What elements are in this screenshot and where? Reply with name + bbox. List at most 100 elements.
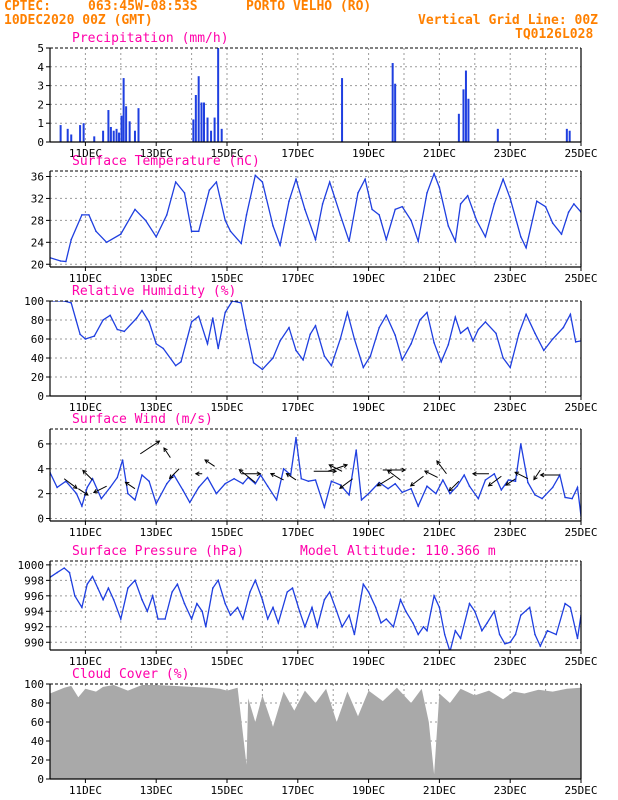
data-point: [316, 626, 319, 628]
x-tick-label: 23DEC: [494, 655, 527, 668]
data-point: [120, 618, 122, 620]
data-point: [463, 474, 466, 476]
data-point: [134, 579, 136, 582]
chart-annotation: Model Altitude: 110.366 m: [300, 544, 496, 559]
x-tick-label: 17DEC: [281, 655, 314, 668]
wind-arrow-head: [82, 469, 87, 475]
data-point: [571, 497, 573, 500]
x-tick-label: 13DEC: [140, 655, 173, 668]
data-point: [56, 571, 58, 574]
data-point: [330, 480, 333, 483]
wind-arrow: [329, 464, 343, 472]
data-point: [433, 595, 435, 597]
data-point: [282, 468, 285, 470]
x-tick-label: 21DEC: [423, 147, 456, 160]
data-point: [109, 486, 111, 489]
data-point: [288, 200, 290, 202]
precip-bar: [217, 48, 220, 142]
data-point: [109, 314, 111, 317]
wind-arrow-head: [163, 447, 168, 453]
x-tick-label: 13DEC: [140, 401, 173, 414]
data-point: [534, 494, 536, 496]
precip-bar: [462, 89, 465, 142]
data-point: [555, 633, 557, 636]
data-point: [459, 637, 462, 640]
data-point: [272, 606, 274, 609]
wind-arrow-head: [376, 482, 382, 487]
data-point: [146, 610, 149, 613]
data-point: [254, 482, 257, 485]
y-tick-label: 4: [37, 61, 44, 74]
data-point: [151, 595, 154, 597]
precip-bar: [79, 125, 82, 142]
data-point: [215, 181, 218, 183]
precip-bar: [565, 128, 568, 142]
wind-arrow-head: [204, 459, 210, 464]
data-point: [348, 240, 350, 242]
data-point: [502, 178, 504, 180]
panel-3: [46, 428, 582, 525]
data-point: [401, 205, 404, 208]
data-point: [240, 302, 242, 304]
data-point: [438, 186, 441, 189]
data-point: [91, 575, 94, 578]
data-point: [378, 214, 381, 216]
data-point: [484, 236, 487, 238]
data-point: [543, 349, 545, 352]
precip-bar: [206, 117, 209, 142]
series-group: [50, 301, 581, 371]
data-point: [189, 501, 191, 504]
data-point: [328, 181, 331, 183]
data-point: [569, 313, 572, 316]
data-point: [65, 260, 67, 263]
precip-bar: [192, 119, 195, 142]
data-point: [339, 484, 342, 486]
series-group: [50, 436, 581, 517]
y-tick-label: 0: [37, 136, 44, 149]
wind-arrow-head: [238, 469, 244, 474]
data-point: [107, 587, 110, 589]
panel-1: [46, 170, 582, 271]
x-tick-label: 15DEC: [210, 272, 243, 285]
x-tick-label: 19DEC: [352, 784, 385, 797]
data-point: [525, 313, 527, 316]
data-point: [493, 610, 496, 613]
chart-title: Surface Pressure (hPa): [72, 544, 244, 559]
data-point: [520, 236, 522, 238]
data-point: [205, 626, 207, 628]
data-point: [520, 614, 522, 616]
data-point: [141, 598, 143, 601]
wind-arrow: [286, 473, 297, 481]
data-point: [468, 485, 471, 488]
data-point: [134, 208, 136, 211]
x-tick-label: 25DEC: [564, 655, 597, 668]
x-tick-label: 11DEC: [69, 526, 102, 539]
data-point: [206, 476, 209, 479]
wind-arrow-head: [72, 484, 78, 489]
data-point: [433, 172, 435, 175]
data-point: [564, 496, 566, 499]
data-point: [295, 436, 297, 439]
data-point: [475, 219, 478, 222]
x-tick-label: 23DEC: [494, 272, 527, 285]
data-point: [454, 316, 457, 318]
x-tick-label: 17DEC: [281, 526, 314, 539]
data-point: [362, 366, 365, 369]
wind-arrow-head: [409, 481, 415, 487]
wind-arrow: [63, 478, 78, 489]
data-point: [367, 492, 370, 495]
data-point: [134, 499, 136, 501]
x-tick-label: 21DEC: [423, 526, 456, 539]
x-tick-label: 15DEC: [210, 526, 243, 539]
data-point: [438, 606, 441, 609]
data-point: [141, 474, 143, 476]
data-point: [236, 606, 239, 609]
data-point: [392, 626, 395, 628]
data-point: [520, 443, 522, 445]
data-point: [148, 480, 150, 483]
data-point: [410, 487, 412, 490]
wind-arrow-head: [423, 470, 429, 475]
data-point: [166, 214, 168, 216]
data-point: [536, 200, 538, 202]
y-tick-label: 40: [31, 352, 44, 365]
